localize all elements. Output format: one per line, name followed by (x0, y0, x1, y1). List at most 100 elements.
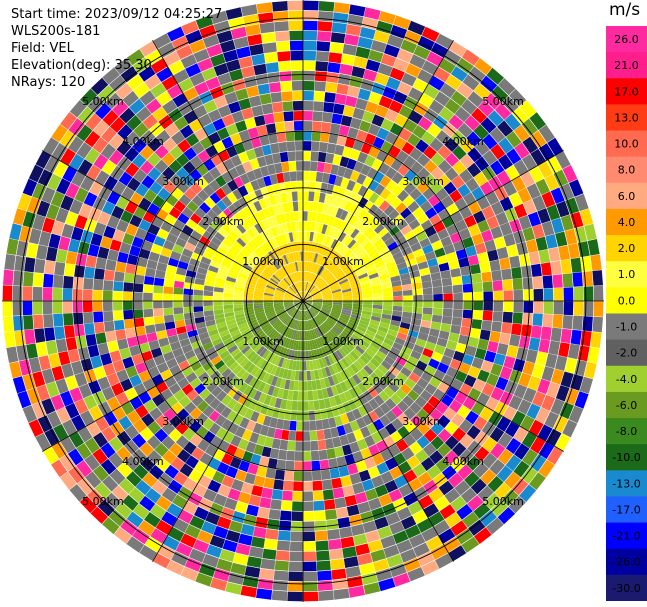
velocity-cell (176, 326, 187, 335)
velocity-cell (266, 266, 275, 275)
velocity-cell (196, 351, 208, 361)
velocity-cell (109, 117, 126, 133)
velocity-cell (405, 63, 422, 78)
velocity-cell (271, 215, 279, 226)
velocity-cell (288, 318, 294, 328)
velocity-cell (246, 228, 256, 239)
velocity-cell (484, 93, 502, 110)
velocity-cell (303, 541, 316, 552)
velocity-cell (292, 90, 303, 101)
velocity-cell (330, 239, 338, 249)
velocity-cell (318, 449, 328, 461)
velocity-cell (88, 380, 102, 395)
velocity-cell (298, 320, 301, 331)
velocity-cell (103, 225, 116, 239)
velocity-cell (316, 348, 322, 359)
colorbar: 26.021.017.013.010.08.06.04.02.01.00.0-1… (606, 26, 647, 601)
velocity-cell (275, 550, 290, 561)
velocity-cell (145, 488, 162, 504)
velocity-cell (169, 415, 183, 429)
velocity-cell (299, 231, 303, 241)
velocity-cell (115, 83, 133, 100)
velocity-cell (514, 142, 530, 159)
velocity-cell (246, 170, 257, 182)
velocity-cell (59, 454, 76, 472)
velocity-cell (435, 401, 449, 415)
velocity-cell (74, 214, 88, 230)
velocity-cell (350, 117, 362, 130)
velocity-cell (357, 405, 368, 417)
velocity-cell (272, 1, 288, 12)
velocity-cell (251, 341, 261, 351)
velocity-cell (193, 301, 203, 307)
velocity-cell (388, 270, 400, 278)
velocity-cell (132, 448, 147, 464)
velocity-cell (272, 319, 281, 328)
velocity-cell (223, 296, 233, 301)
velocity-cell (303, 294, 310, 301)
velocity-cell (538, 249, 551, 264)
velocity-cell (163, 351, 175, 362)
velocity-cell (367, 268, 378, 276)
velocity-cell (346, 575, 363, 588)
velocity-cell (285, 400, 293, 411)
velocity-cell (410, 161, 424, 175)
velocity-cell (179, 338, 191, 348)
velocity-cell (560, 371, 574, 388)
velocity-cell (306, 310, 310, 320)
velocity-cell (281, 161, 290, 173)
velocity-cell (243, 244, 254, 254)
velocity-cell (424, 365, 437, 376)
velocity-cell (433, 293, 443, 301)
velocity-cell (235, 501, 249, 514)
velocity-cell (98, 85, 115, 102)
velocity-cell (370, 280, 381, 287)
velocity-cell (133, 82, 150, 98)
velocity-cell (552, 314, 563, 329)
velocity-cell (348, 276, 359, 283)
velocity-cell (416, 153, 431, 167)
velocity-cell (155, 495, 172, 511)
velocity-cell (310, 262, 316, 273)
velocity-cell (290, 50, 303, 61)
velocity-cell (259, 244, 268, 255)
velocity-cell (254, 401, 264, 413)
velocity-cell (429, 137, 444, 152)
velocity-cell (336, 134, 347, 146)
velocity-cell (279, 325, 287, 335)
velocity-cell (274, 397, 282, 409)
velocity-cell (26, 343, 38, 359)
velocity-cell (84, 437, 100, 454)
velocity-cell (408, 477, 423, 492)
velocity-cell (61, 363, 74, 378)
velocity-cell (234, 283, 245, 289)
velocity-cell (158, 254, 170, 265)
velocity-cell (291, 191, 298, 202)
velocity-cell (173, 313, 185, 322)
velocity-cell (239, 234, 250, 245)
velocity-cell (349, 149, 361, 161)
velocity-cell (306, 310, 311, 320)
velocity-cell (133, 283, 144, 293)
velocity-cell (303, 161, 311, 171)
velocity-cell (414, 395, 428, 408)
velocity-cell (407, 200, 420, 213)
velocity-cell (469, 327, 481, 339)
velocity-cell (209, 333, 221, 342)
velocity-cell (274, 225, 282, 236)
velocity-cell (392, 305, 403, 312)
velocity-cell (100, 236, 113, 249)
velocity-cell (356, 269, 367, 277)
velocity-cell (479, 181, 494, 196)
velocity-cell (249, 271, 260, 279)
velocity-cell (292, 390, 299, 401)
velocity-cell (329, 329, 338, 338)
velocity-cell (349, 4, 366, 17)
velocity-cell (233, 553, 249, 566)
velocity-cell (587, 347, 600, 364)
velocity-cell (343, 223, 352, 234)
velocity-cell (310, 288, 319, 295)
velocity-cell (452, 427, 467, 442)
velocity-cell (236, 354, 247, 365)
velocity-cell (290, 410, 298, 421)
